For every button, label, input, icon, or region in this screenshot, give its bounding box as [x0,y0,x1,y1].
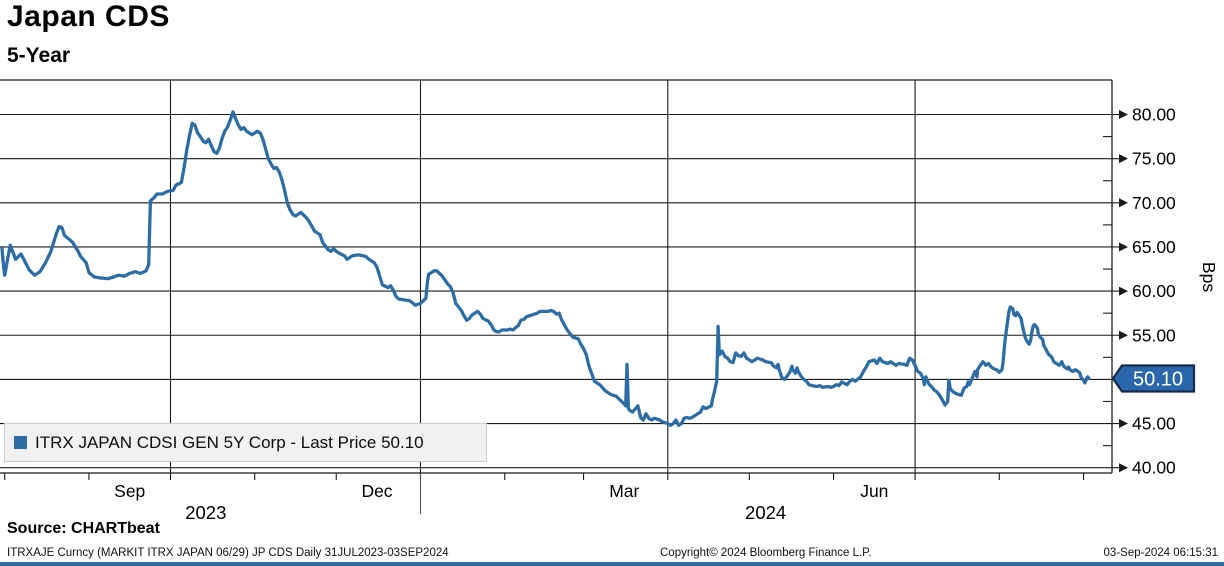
y-tick-arrow-icon [1119,198,1128,208]
y-axis-tick-label: 40.00 [1132,458,1176,478]
y-axis-tick-label: 75.00 [1132,149,1176,169]
y-tick-arrow-icon [1119,154,1128,164]
y-tick-arrow-icon [1119,419,1128,429]
ticker-info: ITRXAJE Curncy (MARKIT ITRX JAPAN 06/29)… [7,547,449,559]
x-axis-year-label: 2024 [745,502,786,523]
legend-series-swatch-icon [14,436,27,449]
y-axis-tick-label: 70.00 [1132,193,1176,213]
bottom-accent-bar [0,562,1224,566]
x-axis-month-label: Sep [114,481,145,501]
y-axis-tick-label: 80.00 [1132,105,1176,125]
y-tick-arrow-icon [1119,330,1128,340]
legend-series-label: ITRX JAPAN CDSI GEN 5Y Corp - Last Price… [35,432,424,452]
x-axis-month-label: Mar [609,481,639,501]
last-price-tag [1111,364,1196,393]
y-axis-tick-label: 45.00 [1132,414,1176,434]
y-axis-unit-label: Bps [1199,262,1219,292]
y-tick-arrow-icon [1119,110,1128,119]
y-tick-arrow-icon [1119,286,1128,296]
y-tick-arrow-icon [1119,463,1128,473]
chart-timestamp: 03-Sep-2024 06:15:31 [1103,547,1218,559]
y-axis-tick-label: 60.00 [1132,281,1176,301]
x-axis-year-label: 2023 [185,502,226,523]
y-axis-tick-label: 65.00 [1132,237,1176,257]
price-line-series [0,110,1091,427]
last-price-tag-label: 50.10 [1133,369,1183,391]
page-title: Japan CDS [7,0,170,33]
page-subtitle: 5-Year [7,44,71,67]
y-axis-tick-label: 55.00 [1132,325,1176,345]
source-credit: Source: CHARTbeat [7,520,160,537]
x-axis-month-label: Dec [361,481,392,501]
copyright-notice: Copyright© 2024 Bloomberg Finance L.P. [660,547,872,559]
x-axis-month-label: Jun [860,481,888,501]
chart-legend: ITRX JAPAN CDSI GEN 5Y Corp - Last Price… [4,423,487,462]
y-tick-arrow-icon [1119,242,1128,252]
